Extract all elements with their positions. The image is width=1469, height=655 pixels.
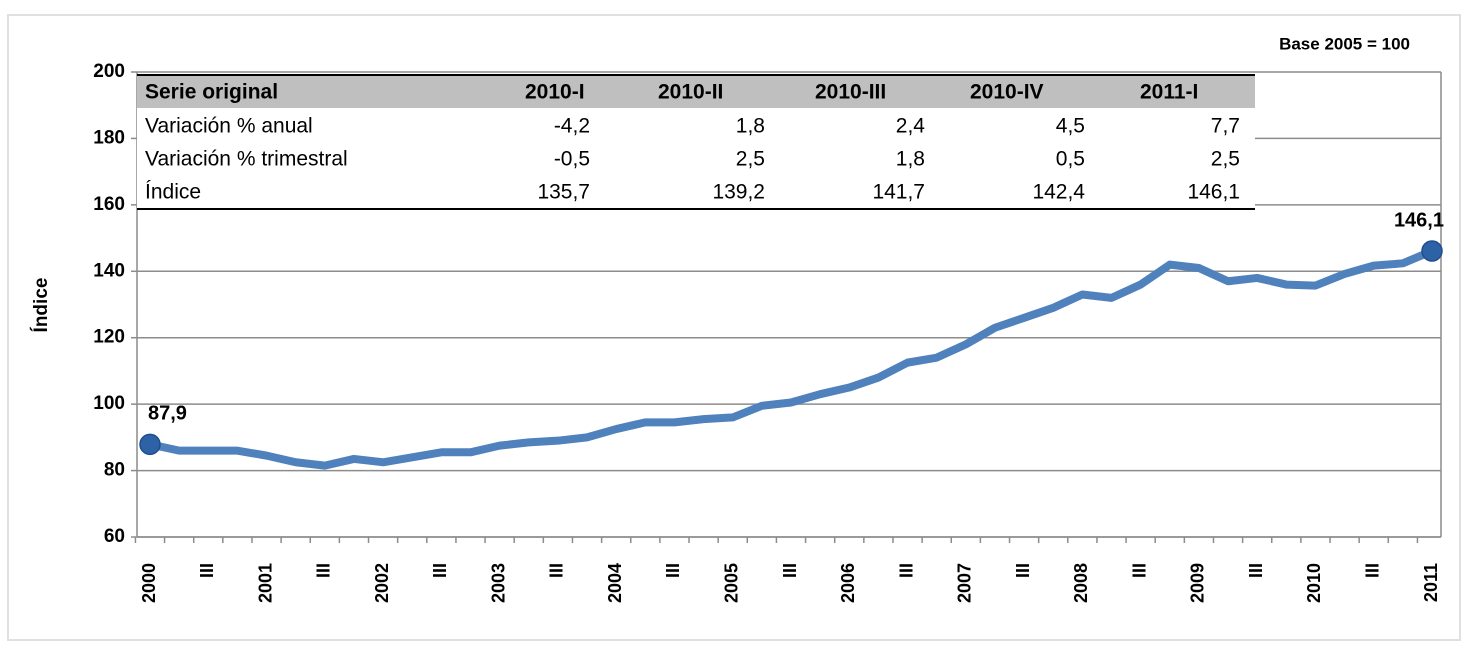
x-tick-label: 2008 [1071, 563, 1091, 603]
table-cell: 146,1 [1187, 181, 1240, 204]
table-header: Serie original [145, 81, 278, 104]
x-tick-label: 2009 [1188, 563, 1208, 603]
y-tick-label: 60 [104, 526, 125, 547]
x-tick-label: III [430, 563, 450, 578]
series-line [146, 247, 1436, 470]
table-cell: 2,5 [1211, 148, 1240, 171]
table-cell: -0,5 [554, 148, 590, 171]
x-tick-label: 2000 [139, 563, 159, 603]
end-point [1421, 240, 1443, 262]
x-tick-label: 2004 [605, 563, 625, 603]
table-header: 2010-II [658, 81, 723, 104]
table-cell: 2,4 [896, 115, 926, 138]
x-tick-label: III [663, 563, 683, 578]
y-axis-title: Índice [30, 278, 52, 333]
x-tick-label: III [1013, 563, 1033, 578]
x-tick-label: III [314, 563, 334, 578]
base-note: Base 2005 = 100 [1279, 34, 1410, 53]
x-tick-label: 2006 [838, 563, 858, 603]
table-cell: Variación % anual [145, 115, 313, 138]
table-header: 2010-III [815, 81, 886, 104]
table-cell: 0,5 [1056, 148, 1085, 171]
table-header-bg [137, 75, 1255, 108]
table-cell: Variación % trimestral [145, 148, 348, 171]
table-cell: 141,7 [872, 181, 925, 204]
table-cell: 142,4 [1032, 181, 1085, 204]
table-cell: 1,8 [736, 115, 765, 138]
x-tick-label: III [896, 563, 916, 578]
y-tick-label: 80 [104, 460, 125, 481]
y-tick-label: 140 [93, 260, 125, 281]
x-tick-label: III [547, 563, 567, 578]
x-tick-label: 2001 [255, 563, 275, 603]
x-tick-label: III [1246, 563, 1266, 578]
y-tick-label: 200 [93, 61, 125, 82]
x-tick-label: III [197, 563, 217, 578]
x-tick-label: 2005 [721, 563, 741, 603]
table-cell: 4,5 [1056, 115, 1085, 138]
table-cell: 7,7 [1211, 115, 1240, 138]
data-label: 87,9 [148, 403, 187, 425]
y-tick-label: 100 [93, 393, 125, 414]
data-label: 146,1 [1394, 209, 1444, 231]
x-tick-label: III [1129, 563, 1149, 578]
y-tick-label: 160 [93, 194, 125, 215]
end-point [139, 433, 161, 456]
x-tick-label: 2002 [372, 563, 392, 603]
y-tick-label: 180 [93, 127, 125, 148]
table-bg [137, 108, 1255, 208]
table-cell: 2,5 [736, 148, 765, 171]
x-tick-label: 2011 [1421, 563, 1441, 602]
table-cell: 135,7 [537, 181, 590, 204]
x-tick-label: 2003 [488, 563, 508, 603]
x-tick-label: III [1362, 563, 1382, 578]
table-cell: Índice [145, 181, 201, 204]
table-header: 2011-I [1140, 81, 1198, 104]
y-tick-label: 120 [93, 327, 125, 348]
x-tick-label: 2007 [955, 563, 975, 603]
table-cell: 1,8 [896, 148, 925, 171]
x-tick-label: III [780, 563, 800, 578]
table-header: 2010-IV [970, 81, 1044, 104]
table-cell: -4,2 [554, 115, 590, 138]
table-header: 2010-I [525, 81, 585, 104]
x-tick-label: 2010 [1304, 563, 1324, 603]
table-cell: 139,2 [712, 181, 765, 204]
